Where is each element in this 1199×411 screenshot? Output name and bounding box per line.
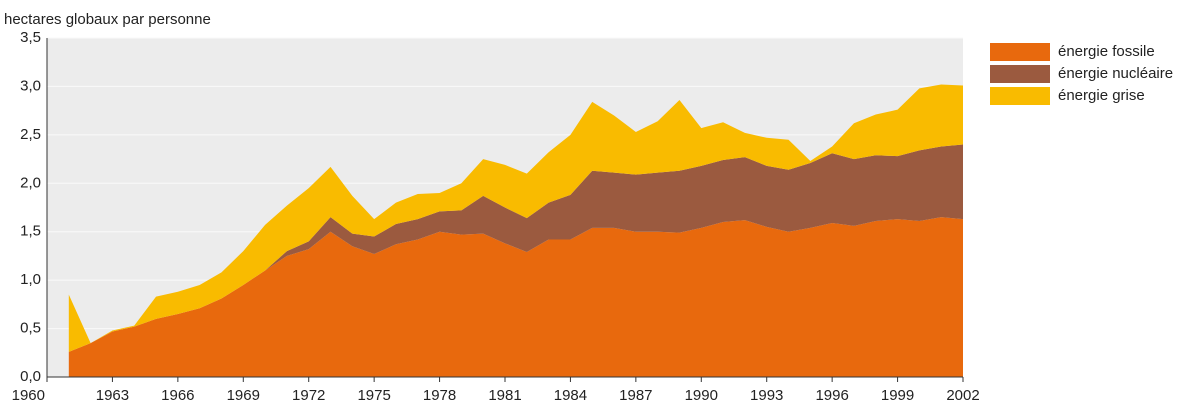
- y-axis-title: hectares globaux par personne: [4, 11, 211, 28]
- y-tick-label: 2,5: [20, 126, 41, 143]
- x-tick-label: 1981: [488, 387, 521, 404]
- legend-swatch: [990, 65, 1050, 83]
- legend-label: énergie nucléaire: [1058, 65, 1173, 82]
- x-tick-label: 1996: [815, 387, 848, 404]
- x-tick-label: 1987: [619, 387, 652, 404]
- x-tick-label: 1978: [423, 387, 456, 404]
- y-tick-label: 0,5: [20, 320, 41, 337]
- y-tick-label: 1,5: [20, 223, 41, 240]
- legend-label: énergie fossile: [1058, 43, 1155, 60]
- y-tick-label: 1,0: [20, 271, 41, 288]
- y-tick-label: 2,0: [20, 174, 41, 191]
- legend-swatch: [990, 43, 1050, 61]
- x-tick-label: 1993: [750, 387, 783, 404]
- x-tick-label: 2002: [946, 387, 979, 404]
- legend-label: énergie grise: [1058, 87, 1145, 104]
- x-tick-label: 1972: [292, 387, 325, 404]
- x-tick-label: 1966: [161, 387, 194, 404]
- x-tick-label: 1990: [685, 387, 718, 404]
- area: [68, 217, 964, 377]
- x-tick-label: 1963: [96, 387, 129, 404]
- x-tick-label: 1999: [881, 387, 914, 404]
- area: [68, 144, 964, 352]
- x-tick-label: 1969: [227, 387, 260, 404]
- x-tick-label: 1960: [12, 387, 45, 404]
- x-tick-label: 1975: [357, 387, 390, 404]
- x-tick-label: 1984: [554, 387, 587, 404]
- y-tick-label: 0,0: [20, 368, 41, 385]
- y-tick-label: 3,0: [20, 77, 41, 94]
- legend-swatch: [990, 87, 1050, 105]
- area: [68, 84, 964, 352]
- y-tick-label: 3,5: [20, 29, 41, 46]
